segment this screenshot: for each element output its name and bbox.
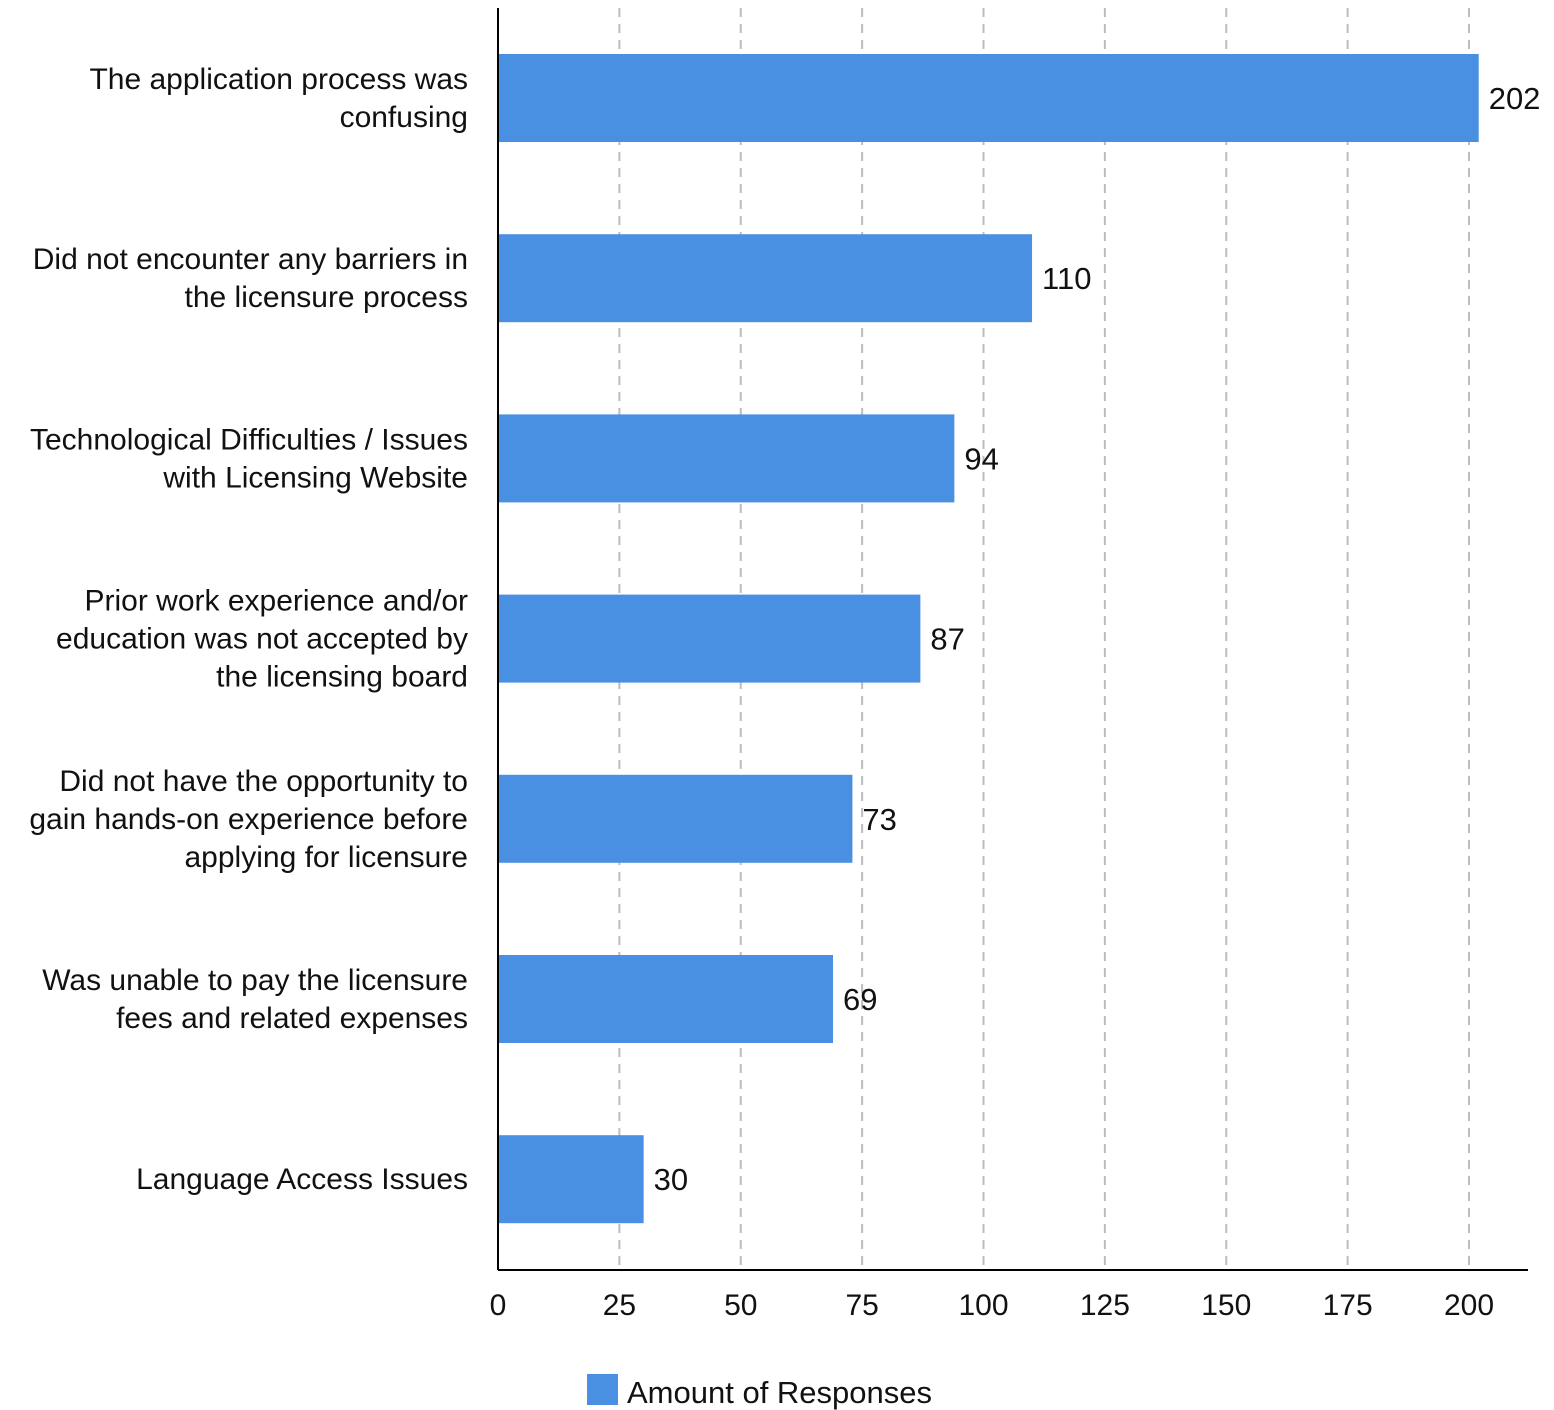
x-tick-label-150: 150 — [1201, 1289, 1251, 1322]
category-label-line: Prior work experience and/or — [84, 585, 468, 618]
data-label-2: 94 — [964, 441, 998, 476]
category-label-line: Did not have the opportunity to — [59, 765, 468, 798]
bar-5 — [498, 955, 833, 1043]
data-label-1: 110 — [1042, 261, 1091, 296]
category-label-line: with Licensing Website — [162, 461, 468, 494]
legend-label: Amount of Responses — [627, 1375, 932, 1410]
x-tick-label-50: 50 — [724, 1289, 757, 1322]
bars — [498, 54, 1479, 1224]
x-tick-label-125: 125 — [1080, 1289, 1130, 1322]
x-tick-label-25: 25 — [603, 1289, 636, 1322]
category-label-line: education was not accepted by — [56, 623, 468, 656]
bar-4 — [498, 774, 853, 863]
x-tick-label-175: 175 — [1323, 1289, 1373, 1322]
data-label-6: 30 — [654, 1162, 688, 1197]
x-tick-label-0: 0 — [490, 1289, 507, 1322]
axes — [497, 8, 1528, 1271]
legend: Amount of Responses — [587, 1374, 932, 1410]
category-label-line: applying for licensure — [185, 841, 469, 874]
data-label-5: 69 — [843, 982, 877, 1017]
category-labels: The application process was confusing Did … — [29, 63, 468, 1196]
category-label-line: Did not encounter any barriers in — [33, 243, 468, 276]
category-label-line: the licensure process — [185, 281, 468, 314]
bar-6 — [498, 1135, 644, 1224]
data-label-3: 87 — [930, 622, 964, 657]
category-label-0: The application process was confusing — [89, 63, 468, 134]
x-tick-label-100: 100 — [958, 1289, 1008, 1322]
category-label-1: Did not encounter any barriers in the lic… — [33, 243, 468, 314]
x-tick-label-75: 75 — [845, 1289, 878, 1322]
data-labels: 202 110 94 87 73 69 30 — [654, 81, 1541, 1197]
x-tick-labels: 0 25 50 75 100 125 150 175 200 — [490, 1289, 1494, 1322]
data-label-0: 202 — [1489, 81, 1541, 116]
category-label-3: Prior work experience and/or education wa… — [56, 585, 468, 694]
bar-1 — [498, 234, 1033, 323]
x-tick-label-200: 200 — [1444, 1289, 1494, 1322]
category-label-2: Technological Difficulties / Issues with … — [30, 423, 468, 494]
category-label-line: gain hands-on experience before — [29, 803, 468, 836]
data-label-4: 73 — [862, 802, 896, 837]
category-label-line: the licensing board — [216, 661, 468, 694]
legend-swatch — [587, 1374, 618, 1405]
category-label-6: Language Access Issues — [136, 1163, 468, 1196]
category-label-line: The application process was — [89, 63, 468, 96]
bar-3 — [498, 594, 921, 683]
category-label-line: Was unable to pay the licensure — [42, 964, 468, 997]
category-label-line: Technological Difficulties / Issues — [30, 423, 468, 456]
category-label-5: Was unable to pay the licensure fees and … — [42, 964, 468, 1035]
category-label-line: confusing — [340, 101, 468, 134]
bar-2 — [498, 414, 955, 503]
bar-0 — [498, 54, 1479, 142]
category-label-line: Language Access Issues — [136, 1163, 468, 1196]
category-label-line: fees and related expenses — [116, 1002, 468, 1035]
category-label-4: Did not have the opportunity to gain hand… — [29, 765, 468, 874]
